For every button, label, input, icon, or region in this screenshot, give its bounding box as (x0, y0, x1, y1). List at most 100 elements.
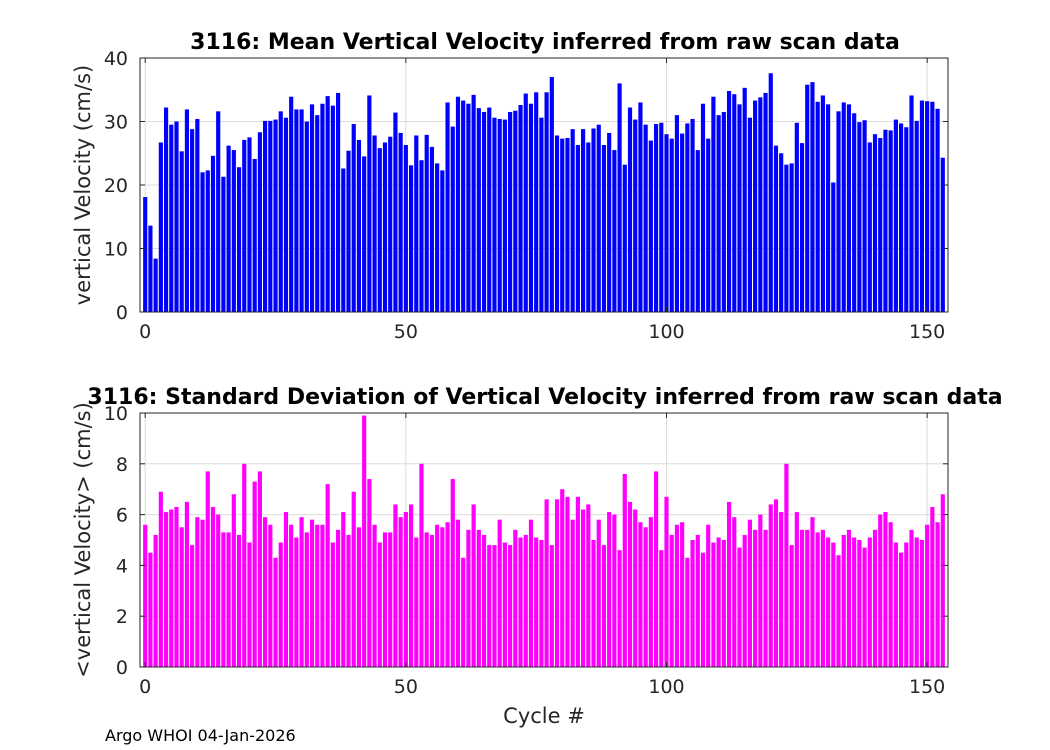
mean-velocity-panel: 0 50 100 150 0 10 20 30 40 3116: Mean Vertical V… (71, 30, 949, 343)
mean-ytick-label: 20 (104, 175, 128, 197)
mean-bar-35 (325, 96, 330, 312)
std-bar-131 (826, 537, 831, 667)
std-bar-21 (252, 481, 257, 667)
mean-bar-2 (153, 258, 158, 312)
std-bar-99 (659, 550, 664, 667)
mean-bar-30 (299, 109, 304, 312)
std-bar-47 (388, 532, 393, 667)
mean-bar-129 (815, 101, 820, 312)
mean-bar-43 (367, 95, 372, 312)
std-bar-25 (273, 557, 278, 667)
mean-bar-104 (685, 123, 690, 312)
mean-bar-25 (273, 119, 278, 312)
mean-bar-131 (826, 104, 831, 312)
mean-bar-84 (581, 129, 586, 312)
std-bar-78 (549, 545, 554, 667)
std-bar-20 (247, 542, 252, 667)
mean-bar-115 (742, 87, 747, 312)
std-bar-83 (575, 496, 580, 667)
std-bar-94 (633, 509, 638, 667)
mean-bar-64 (476, 108, 481, 312)
std-bar-61 (461, 557, 466, 667)
std-bar-0 (143, 524, 148, 667)
mean-bar-150 (925, 101, 930, 313)
mean-bar-18 (236, 167, 242, 312)
std-bar-35 (325, 484, 330, 667)
mean-bar-126 (799, 143, 805, 312)
std-bar-151 (930, 506, 935, 667)
mean-ytick-label: 40 (104, 48, 128, 70)
std-bar-129 (815, 532, 820, 667)
mean-bar-40 (351, 124, 356, 312)
mean-bar-55 (429, 146, 435, 312)
std-ytick-label: 0 (116, 657, 128, 679)
std-bar-22 (257, 471, 262, 667)
mean-bar-31 (304, 121, 309, 312)
mean-bar-138 (862, 120, 867, 312)
std-bar-31 (304, 532, 309, 667)
mean-bar-139 (867, 142, 872, 312)
std-velocity-axes-frame (139, 412, 949, 668)
std-bar-71 (513, 529, 518, 667)
mean-bar-77 (544, 92, 549, 312)
std-bar-84 (581, 509, 586, 667)
std-bar-15 (221, 532, 226, 667)
mean-bar-112 (726, 91, 732, 313)
std-bar-138 (862, 547, 867, 667)
mean-bar-32 (309, 104, 315, 312)
std-ytick-label: 6 (116, 505, 128, 527)
mean-bar-79 (554, 135, 560, 312)
std-bar-148 (914, 537, 919, 667)
mean-bar-63 (471, 94, 476, 312)
std-bar-45 (377, 542, 382, 667)
mean-bar-110 (716, 115, 721, 313)
mean-velocity-ylabel: vertical Velocity (cm/s) (71, 65, 95, 305)
std-bar-150 (925, 524, 930, 667)
std-velocity-panel: 0 50 100 150 0 2 4 6 8 10 3116: Standard Deviatio… (71, 385, 1003, 728)
mean-bar-148 (914, 120, 919, 312)
std-bar-103 (680, 522, 685, 667)
std-bar-51 (408, 504, 414, 667)
std-bar-7 (179, 527, 184, 667)
std-bar-76 (539, 540, 544, 667)
std-bar-72 (518, 537, 523, 667)
std-bar-9 (190, 545, 195, 667)
std-bar-2 (153, 534, 158, 667)
std-bar-123 (784, 463, 789, 667)
std-bar-54 (424, 532, 429, 667)
mean-bar-81 (565, 138, 570, 312)
std-bar-115 (742, 534, 747, 667)
std-ytick-label: 8 (116, 454, 128, 476)
std-bar-152 (935, 522, 940, 667)
std-velocity-xlabel: Cycle # (503, 704, 585, 728)
std-bar-116 (747, 519, 752, 667)
std-bar-53 (419, 463, 424, 667)
mean-bar-85 (586, 142, 591, 312)
mean-bar-0 (143, 197, 148, 312)
std-bar-107 (700, 552, 706, 667)
mean-bar-102 (674, 115, 680, 313)
mean-bar-76 (539, 117, 544, 312)
mean-bar-137 (857, 122, 862, 312)
std-bar-55 (429, 534, 435, 667)
mean-bar-75 (534, 92, 539, 312)
mean-bar-9 (190, 129, 195, 312)
std-velocity-title: 3116: Standard Deviation of Vertical Vel… (87, 385, 1002, 410)
mean-bar-142 (883, 129, 888, 312)
mean-bar-60 (455, 96, 461, 313)
mean-bar-132 (831, 182, 836, 312)
std-bar-111 (721, 540, 726, 667)
mean-bar-49 (398, 132, 403, 312)
std-bar-102 (674, 524, 680, 667)
mean-bar-22 (257, 132, 262, 312)
std-bar-109 (711, 542, 716, 667)
std-bar-92 (622, 473, 627, 667)
std-xtick-label: 150 (909, 676, 945, 698)
std-bar-28 (289, 524, 294, 667)
std-bar-149 (919, 540, 925, 667)
std-bar-125 (794, 512, 799, 667)
mean-bar-111 (721, 111, 726, 312)
mean-bar-41 (356, 139, 362, 312)
std-bar-5 (169, 509, 174, 667)
mean-bar-119 (763, 92, 768, 312)
